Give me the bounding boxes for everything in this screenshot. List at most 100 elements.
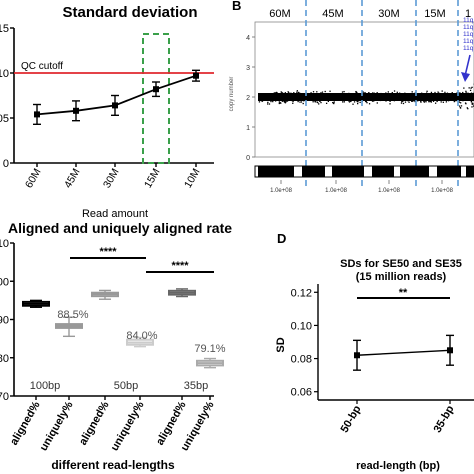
panel-b-point — [400, 102, 403, 104]
panel-b-point — [270, 95, 272, 97]
panel-b-chromosome-ideogram — [254, 165, 474, 178]
panel-b-point — [299, 92, 301, 94]
panel-b-point — [359, 98, 361, 101]
panel-b-point — [403, 93, 405, 95]
panel-b-point — [398, 98, 400, 100]
panel-b-point — [308, 97, 310, 99]
panel-d: D SDs for SE50 and SE35 (15 million read… — [275, 231, 474, 472]
panel-b-point — [406, 99, 408, 101]
panel-b-point — [261, 100, 263, 103]
panel-b-point — [411, 97, 414, 99]
panel-b-point — [388, 93, 390, 95]
panel-c-percent-annotations: 88.5% 84.0% 79.1% — [57, 309, 225, 355]
panel-d-y-tick-label: 0.08 — [291, 354, 312, 366]
panel-b-point — [325, 102, 328, 104]
panel-b-y-tick-label: 4 — [246, 35, 250, 42]
panel-b-point — [385, 97, 387, 99]
panel-a-highlight-box — [142, 33, 170, 164]
panel-b-point — [277, 93, 279, 95]
panel-b-point — [427, 96, 430, 98]
panel-b-point — [429, 100, 432, 102]
panel-b-x-tick-label: 1.0e+08 — [325, 188, 348, 194]
panel-b-point — [259, 96, 261, 99]
panel-b-point — [272, 100, 274, 103]
panel-b-point — [384, 95, 386, 98]
panel-b-point — [400, 95, 403, 98]
panel-b-point — [410, 96, 412, 99]
panel-b-point — [371, 99, 374, 102]
panel-a-series — [33, 69, 200, 126]
panel-b-point — [454, 97, 456, 100]
panel-b-letter: B — [232, 0, 241, 13]
panel-b-point — [417, 100, 419, 102]
panel-b-point — [365, 97, 368, 99]
panel-b-point — [418, 93, 420, 95]
panel-b-point — [317, 96, 319, 98]
panel-b-point — [425, 101, 427, 103]
panel-b-point — [357, 102, 359, 105]
panel-b-point — [353, 96, 355, 98]
panel-b-point — [319, 100, 321, 102]
panel-b-point — [279, 101, 281, 104]
panel-b-point — [431, 96, 433, 99]
panel-b-point — [395, 98, 398, 101]
panel-b-point — [408, 93, 410, 95]
panel-b-point — [449, 94, 452, 96]
panel-c-percent-label: 79.1% — [194, 343, 225, 355]
panel-b-point — [276, 94, 278, 96]
panel-b-point — [456, 94, 458, 96]
panel-b-point — [314, 95, 316, 98]
panel-d-title: SDs for SE50 and SE35 — [340, 258, 462, 270]
panel-b-point — [307, 97, 309, 99]
panel-b-point — [383, 99, 386, 101]
panel-b-point — [288, 96, 290, 98]
panel-b-point — [269, 96, 271, 98]
panel-b-x-tick-label: 1.0e+08 — [270, 188, 293, 194]
panel-b-point — [324, 94, 327, 97]
panel-b-point — [421, 92, 423, 95]
panel-b-point — [262, 99, 265, 102]
panel-b-point — [319, 93, 321, 95]
panel-b-point — [302, 96, 304, 98]
panel-b-point — [267, 95, 269, 97]
panel-b-point — [320, 98, 322, 100]
panel-b-point — [368, 103, 371, 105]
panel-b-point — [391, 91, 393, 94]
panel-b-point — [267, 101, 269, 104]
panel-a-y-tick-label: 0 — [3, 158, 9, 170]
panel-b-point — [277, 96, 279, 98]
panel-b-point — [315, 98, 317, 101]
panel-b-point — [396, 97, 399, 99]
panel-b-point — [424, 94, 427, 97]
panel-b-point — [463, 87, 465, 89]
panel-b-point — [438, 92, 440, 94]
panel-b-point — [341, 95, 344, 98]
panel-b-point — [455, 95, 458, 98]
panel-b-point — [470, 101, 473, 103]
panel-c-boxes — [22, 288, 224, 369]
panel-b-point — [379, 94, 381, 96]
panel-b-point — [321, 97, 323, 100]
panel-b-point — [464, 93, 466, 95]
panel-b-point — [404, 92, 406, 94]
panel-b-point — [422, 100, 425, 102]
panel-b-point — [316, 97, 318, 100]
panel-b-point — [310, 93, 313, 95]
panel-b-point — [380, 97, 382, 99]
panel-b-point — [291, 99, 293, 101]
panel-b-point — [392, 96, 395, 98]
panel-b-point — [314, 101, 317, 103]
panel-b-point — [279, 97, 281, 99]
panel-c-group-label: 35bp — [184, 380, 208, 392]
panel-a-point — [34, 111, 40, 118]
panel-b-point — [384, 93, 386, 96]
panel-b-point — [434, 102, 437, 104]
panel-b-point — [358, 97, 360, 99]
panel-b-point — [342, 101, 344, 103]
panel-b-point — [281, 100, 283, 102]
panel-b-point — [275, 96, 278, 98]
panel-b-point — [296, 92, 299, 94]
panel-b-point — [362, 91, 364, 93]
